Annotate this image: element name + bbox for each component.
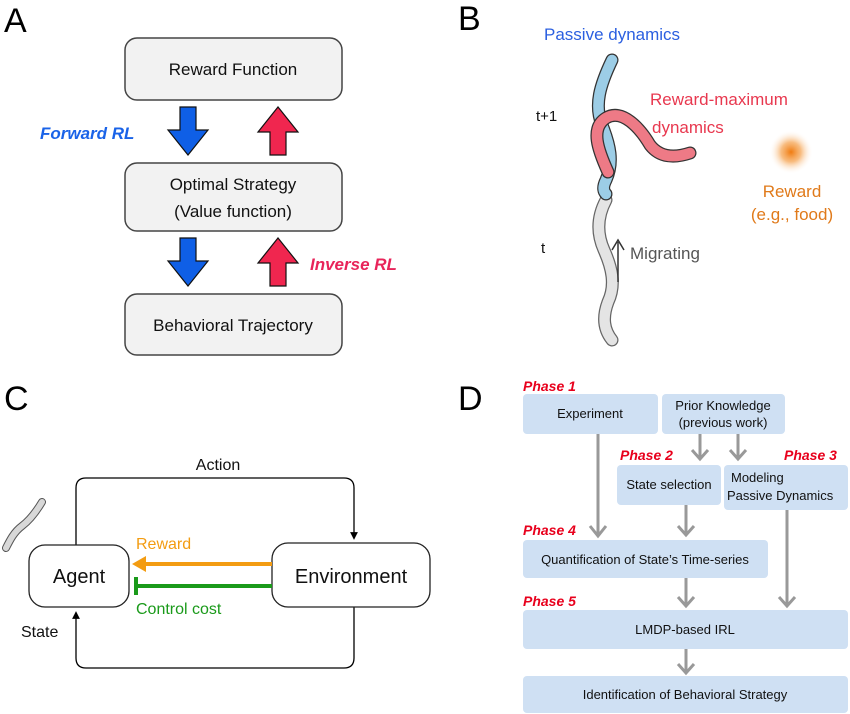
panel-a: A Reward Function Optimal Strategy (Valu… [4,2,397,356]
identification-label: Identification of Behavioral Strategy [583,687,788,702]
state-selection-label: State selection [626,477,711,492]
state-arrow-icon [72,607,355,669]
agent-box [28,544,130,608]
inverse-arrow-top-icon [256,106,300,156]
experiment-box [523,394,658,434]
arrow-state-to-quant-head-icon [676,525,696,538]
reward-function-label: Reward Function [169,60,298,79]
action-label: Action [196,457,240,474]
environment-label: Environment [295,566,408,588]
modeling-label: Modeling [731,470,784,485]
modeling-box [724,465,848,510]
inverse-arrow-bottom-icon [256,237,300,287]
t-label: t [541,240,546,257]
value-function-label: (Value function) [174,202,292,221]
reward-max-label-line2: dynamics [652,118,724,137]
t-plus-1-label: t+1 [536,108,557,125]
agent-label: Agent [53,566,106,588]
flow-arrows [588,433,797,676]
arrow-quant-to-lmdp-head-icon [676,596,696,609]
reward-label-line2: (e.g., food) [751,205,833,224]
passive-dynamics-label: Passive dynamics [544,25,680,44]
prior-knowledge-label: Prior Knowledge [675,398,770,413]
arrow-experiment-to-quant-head-icon [588,525,608,539]
prior-knowledge-box [662,394,785,434]
forward-arrow-bottom-icon [166,237,210,287]
phase-3-label: Phase 3 [784,447,837,463]
small-worm-icon [3,499,45,551]
reward-label-line1: Reward [763,182,822,201]
panel-a-letter: A [4,2,27,40]
arrow-lmdp-to-ident-head-icon [676,663,696,676]
environment-box [271,542,431,608]
behavioral-trajectory-box [124,293,343,356]
phase-2-label: Phase 2 [620,447,673,463]
reward-label: Reward [136,536,191,553]
arrow-modeling-to-lmdp-head-icon [777,596,797,609]
reward-function-box [124,37,343,101]
lmdp-irl-box [523,610,848,649]
arrow-prior-to-modeling-head-icon [728,449,748,462]
reward-arrowhead-icon [132,556,146,572]
panel-b: B Passive dynamics Migrating t+1 t Rewar… [458,0,833,347]
forward-arrow-top-icon [166,106,210,156]
migrating-label: Migrating [630,244,700,263]
panel-d-letter: D [458,380,483,418]
arrow-prior-to-state-head-icon [690,449,710,462]
food-icon [769,130,813,174]
worm-reward-icon [591,110,696,178]
inverse-rl-label: Inverse RL [310,255,397,274]
action-arrow-icon [75,477,358,545]
optimal-strategy-box [124,162,343,232]
quantification-box [523,540,768,578]
identification-box [523,676,848,713]
previous-work-label: (previous work) [679,415,768,430]
migrating-arrowhead-icon [611,238,625,251]
panel-d: D Phase 1 Phase 2 Phase 3 Phase 4 Phase … [458,378,848,713]
panel-c-letter: C [4,380,29,418]
behavioral-trajectory-label: Behavioral Trajectory [153,316,313,335]
lmdp-irl-label: LMDP-based IRL [635,622,735,637]
control-cost-label: Control cost [136,601,222,618]
phase-1-label: Phase 1 [523,378,576,394]
quantification-label: Quantification of State’s Time-series [541,552,749,567]
experiment-label: Experiment [557,406,623,421]
reward-max-label-line1: Reward-maximum [650,90,788,109]
phase-5-label: Phase 5 [523,593,576,609]
panel-b-letter: B [458,0,481,38]
optimal-strategy-label: Optimal Strategy [170,175,297,194]
phase-4-label: Phase 4 [523,522,576,538]
state-selection-box [617,465,721,505]
forward-rl-label: Forward RL [40,124,134,143]
state-label: State [21,624,58,641]
worm-t-icon [593,194,618,346]
worm-passive-icon [593,54,618,200]
panel-c: C Action State Agent Environment Reward … [2,380,431,669]
passive-dynamics-model-label: Passive Dynamics [727,488,834,503]
